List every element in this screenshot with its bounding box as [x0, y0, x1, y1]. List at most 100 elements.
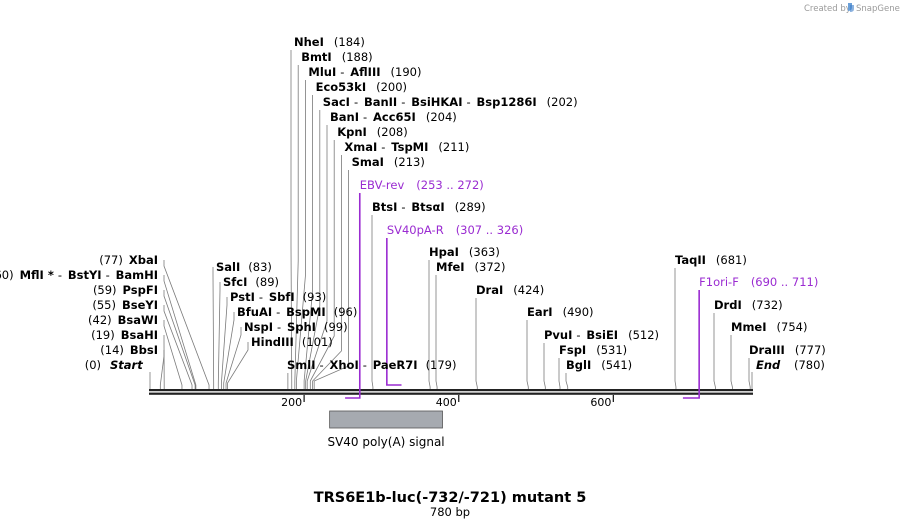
site-position: (184): [334, 35, 365, 49]
site-position: (531): [596, 343, 627, 357]
site-name: BsiHKAI: [411, 95, 462, 109]
site-bani[interactable]: BanI - Acc65I (204): [330, 110, 457, 124]
separator: -: [381, 140, 385, 154]
feature-bar[interactable]: [329, 410, 443, 429]
site-name: BglI: [566, 358, 591, 372]
site-pspfi[interactable]: (59) PspFI: [93, 283, 158, 297]
separator: -: [277, 320, 281, 334]
site-sali[interactable]: SalI (83): [216, 260, 272, 274]
site-name: DraIII: [749, 343, 785, 357]
site-nspi[interactable]: NspI - SphI (99): [244, 320, 348, 334]
site-bgli[interactable]: BglI (541): [566, 358, 632, 372]
site-position: (96): [334, 305, 358, 319]
cut-line: [526, 320, 529, 389]
primer-name: SV40pA-R: [387, 223, 444, 237]
separator: -: [276, 305, 280, 319]
site-pvui[interactable]: PvuI - BsiEI (512): [544, 328, 659, 342]
site-bsawi[interactable]: (42) BsaWI: [88, 313, 158, 327]
cut-lines: [149, 50, 753, 389]
primer-range: (690 .. 711): [751, 275, 819, 289]
cut-line: [295, 80, 306, 389]
site-bbsi[interactable]: (14) BbsI: [100, 343, 158, 357]
site-bfuai[interactable]: BfuAI - BspMI (96): [237, 305, 357, 319]
site-bsahi[interactable]: (19) BsaHI: [91, 328, 158, 342]
end-position: (780): [794, 358, 825, 372]
site-position: (202): [547, 95, 578, 109]
site-drai[interactable]: DraI (424): [476, 283, 544, 297]
site-psti[interactable]: PstI - SbfI (93): [230, 290, 326, 304]
dna-strand-bottom: [149, 392, 753, 395]
cut-line: [305, 110, 321, 389]
site-position: (89): [255, 275, 279, 289]
primer-sv40pa-r[interactable]: SV40pA-R (307 .. 326): [386, 223, 523, 386]
cut-line: [713, 313, 716, 389]
cut-line: [428, 260, 431, 389]
site-position: (424): [513, 283, 544, 297]
site-nhei[interactable]: NheI (184): [294, 35, 365, 49]
site-name: BsaWI: [118, 313, 158, 327]
cut-line: [163, 320, 183, 389]
site-hindiii[interactable]: HindIII (101): [251, 335, 333, 349]
site-position: (213): [394, 155, 425, 169]
site-name: DrdI: [714, 298, 742, 312]
site-name: SbfI: [269, 290, 295, 304]
separator: -: [401, 200, 405, 214]
cut-line: [220, 297, 228, 389]
primer-f1ori-f[interactable]: F1ori-F (690 .. 711): [682, 275, 819, 399]
site-name: BspMI: [286, 305, 326, 319]
cut-line: [163, 290, 196, 389]
separator: -: [363, 110, 367, 124]
site-name: TspMI: [391, 140, 428, 154]
cut-line: [294, 65, 299, 389]
site-name: NheI: [294, 35, 324, 49]
site-name: BseYI: [122, 298, 158, 312]
site-mmei[interactable]: MmeI (754): [731, 320, 807, 334]
site-smai[interactable]: SmaI (213): [352, 155, 425, 169]
cut-line: [225, 327, 242, 389]
cut-line: [227, 342, 249, 389]
site-position: (101): [302, 335, 333, 349]
site-fspi[interactable]: FspI (531): [559, 343, 627, 357]
site-position: (490): [563, 305, 594, 319]
snapgene-logo-icon: [848, 3, 854, 12]
site-xmai[interactable]: XmaI - TspMI (211): [344, 140, 469, 154]
cut-line: [290, 50, 293, 389]
separator: -: [340, 65, 344, 79]
site-bseyi[interactable]: (55) BseYI: [92, 298, 158, 312]
site-drdi[interactable]: DrdI (732): [714, 298, 783, 312]
site-position: (179): [426, 358, 457, 372]
site-mfei[interactable]: MfeI (372): [436, 260, 505, 274]
primer-ebv-rev[interactable]: EBV-rev (253 .. 272): [345, 178, 484, 399]
watermark-prefix: Created by: [804, 4, 851, 14]
cut-line: [306, 125, 328, 389]
site-labels: (14) BbsI (19) BsaHI (42) BsaWI(55) BseYI (59) P…: [0, 35, 826, 372]
site-name: BamHI: [116, 268, 158, 282]
site-draiii[interactable]: DraIII (777): [749, 343, 826, 357]
site-position: (188): [342, 50, 373, 64]
site-xbai[interactable]: (77) XbaI: [99, 253, 158, 267]
site-taqii[interactable]: TaqII (681): [675, 253, 747, 267]
site-name: SmaI: [352, 155, 384, 169]
site-position: (204): [426, 110, 457, 124]
site-name: XmaI: [344, 140, 377, 154]
site-mlui[interactable]: MluI - AflIII (190): [308, 65, 421, 79]
site-name: AflIII: [350, 65, 380, 79]
site-name: TaqII: [675, 253, 706, 267]
site-name: MmeI: [731, 320, 767, 334]
site-bmti[interactable]: BmtI (188): [301, 50, 372, 64]
site-mfli[interactable]: (60)MflI *-BstYI-BamHI: [0, 268, 158, 282]
site-eari[interactable]: EarI (490): [527, 305, 594, 319]
site-position: (208): [377, 125, 408, 139]
site-hpai[interactable]: HpaI (363): [429, 245, 500, 259]
site-position: (681): [716, 253, 747, 267]
site-kpni[interactable]: KpnI (208): [337, 125, 408, 139]
site-eco53ki[interactable]: Eco53kI (200): [316, 80, 407, 94]
site-position: (99): [324, 320, 348, 334]
separator: -: [320, 358, 324, 372]
site-saci[interactable]: SacI - BanII - BsiHKAI - Bsp1286I (202): [323, 95, 578, 109]
site-sfci[interactable]: SfcI (89): [223, 275, 279, 289]
site-btsi[interactable]: BtsI - BtsαI (289): [372, 200, 486, 214]
site-smli[interactable]: SmlI - XhoI - PaeR7I (179): [287, 358, 457, 372]
cut-line: [435, 275, 438, 389]
site-name: SalI: [216, 260, 240, 274]
